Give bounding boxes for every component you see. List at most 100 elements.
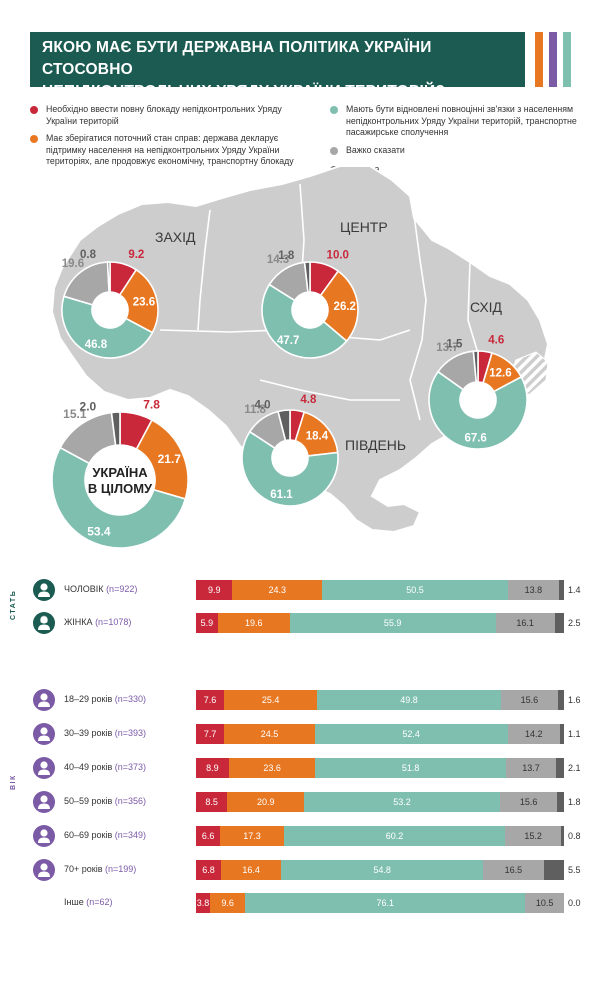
bar-segment-hard_to_say: 10.5 [525,893,564,913]
map-region-border [409,199,427,421]
donut-value-tsentr-hard_to_say: 14.3 [267,254,289,266]
bar-segment-refuse [559,724,564,744]
legend-dot-status-quo [30,135,38,143]
row-label: Інше (n=62) [64,897,112,907]
donut-value-tsentr-restore: 47.7 [277,335,299,347]
stacked-bar: 3.8 9.6 76.1 10.5 [196,893,564,913]
donut-value-zakhid-refuse: 0.8 [80,249,97,261]
row-label-text: 30–39 років [64,728,115,738]
row-sample-size: (n=356) [114,796,147,806]
donut-value-zakhid-status_quo: 23.6 [133,296,155,308]
bar-segment-restore: 76.1 [245,893,526,913]
donut-value-ukraine-blockade: 7.8 [143,397,160,411]
row-label: ЧОЛОВІК (n=922) [64,584,137,594]
bar-segment-status_quo: 19.6 [217,613,290,633]
refuse-value: 1.6 [568,695,581,705]
row-label: 50–59 років (n=356) [64,796,146,806]
map-region-border [259,379,400,401]
donut-hole-tsentr [292,292,328,328]
donut-value-skhid-status_quo: 12.6 [489,368,511,380]
bar-segment-blockade: 8.9 [196,758,229,778]
bar-segment-hard_to_say: 13.7 [505,758,557,778]
refuse-value: 2.1 [568,763,581,773]
bar-segment-restore: 49.8 [317,690,501,710]
donut-value-tsentr-blockade: 10.0 [327,250,349,262]
refuse-value: 2.5 [568,618,581,628]
refuse-value: 1.4 [568,585,581,595]
ukraine-map-chart: 9.223.646.819.60.8ЗАХІД10.026.247.714.31… [50,165,550,549]
person-elder-icon [33,859,55,881]
bar-segment-refuse [558,690,564,710]
legend-item-blockade: Необхідно ввести повну блокаду непідконт… [30,104,295,127]
row-sample-size: (n=62) [86,897,113,907]
region-label-pivden: ПІВДЕНЬ [345,437,406,453]
legend-item-status-quo: Має зберігатися поточний стан справ: дер… [30,133,295,168]
legend-dot-blockade [30,106,38,114]
refuse-value: 0.8 [568,831,581,841]
legend-text-blockade: Необхідно ввести повну блокаду непідконт… [46,104,282,126]
bar-segment-blockade: 6.8 [196,860,222,880]
refuse-value: 1.1 [568,729,581,739]
donut-value-tsentr-status_quo: 26.2 [334,301,356,313]
bar-segment-blockade: 7.7 [196,724,225,744]
bar-segment-refuse [556,758,564,778]
donut-hole-zakhid [92,292,128,328]
legend-item-hard-to-say: Важко сказати [330,145,580,157]
bar-segment-hard_to_say: 16.5 [483,860,544,880]
title-line-1: ЯКОЮ МАЄ БУТИ ДЕРЖАВНА ПОЛІТИКА УКРАЇНИ … [42,39,432,78]
legend-text-status-quo: Має зберігатися поточний стан справ: дер… [46,133,294,166]
donut-value-zakhid-restore: 46.8 [85,339,108,351]
bar-segment-restore: 52.4 [314,724,508,744]
row-label: 70+ років (n=199) [64,864,136,874]
row-label-text: ЧОЛОВІК [64,584,107,594]
donut-tsentr: 10.0 26.2 47.7 14.31.8 ЦЕНТР [261,219,388,359]
stacked-bar: 8.5 20.9 53.2 15.6 [196,792,564,812]
legend-text-hard-to-say: Важко сказати [346,145,405,155]
person-elder-icon [33,825,55,847]
donut-center-line-2: В ЦІЛОМУ [88,481,153,496]
bar-segment-blockade: 6.6 [196,826,221,846]
side-label-gender: СТАТЬ [10,589,17,620]
legend-dot-hard-to-say [330,147,338,155]
person-icon [33,791,55,813]
donut-value-skhid-restore: 67.6 [464,432,486,444]
row-sample-size: (n=1078) [95,617,132,627]
row-label-text: 40–49 років [64,762,115,772]
donut-hole-pivden [272,440,308,476]
donut-pivden: 4.8 18.4 61.1 11.84.0 ПІВДЕНЬ [241,394,406,507]
donut-skhid: 4.6 12.6 67.6 13.71.5 СХІД [428,299,528,450]
stacked-bar: 5.9 19.6 55.9 16.1 [196,613,564,633]
row-label: 30–39 років (n=393) [64,728,146,738]
bar-segment-blockade: 5.9 [196,613,218,633]
bar-segment-blockade: 8.5 [196,792,228,812]
decor-stripe-teal [563,32,571,87]
donut-value-ukraine-hard_to_say: 15.1 [63,407,87,421]
bar-segment-refuse [543,860,564,880]
bar-segment-blockade: 7.6 [196,690,224,710]
row-label-text: 18–29 років [64,694,115,704]
bar-segment-status_quo: 17.3 [220,826,284,846]
bar-segment-status_quo: 23.6 [228,758,316,778]
donut-value-skhid-blockade: 4.6 [488,335,504,347]
donut-value-zakhid-blockade: 9.2 [128,249,144,261]
donut-value-skhid-hard_to_say: 13.7 [436,342,458,354]
row-label: 40–49 років (n=373) [64,762,146,772]
legend-item-restore: Мають бути відновлені повноцінні зв'язки… [330,104,580,139]
row-label: ЖІНКА (n=1078) [64,617,131,627]
donut-value-pivden-restore: 61.1 [270,489,293,501]
map-region-border [467,261,481,361]
bar-segment-status_quo: 25.4 [223,690,318,710]
title-line-2: НЕПІДКОНТРОЛЬНИХ УРЯДУ УКРАЇНИ ТЕРИТОРІЙ… [42,83,445,100]
row-sample-size: (n=330) [114,694,147,704]
person-icon [33,757,55,779]
donut-value-tsentr-refuse: 1.8 [278,250,295,262]
stacked-bar: 6.8 16.4 54.8 16.5 [196,860,564,880]
region-label-zakhid: ЗАХІД [155,229,196,245]
donut-value-ukraine-refuse: 2.0 [80,400,97,414]
row-sample-size: (n=199) [105,864,137,874]
bar-segment-refuse [558,580,564,600]
legend-text-restore: Мають бути відновлені повноцінні зв'язки… [346,104,577,137]
refuse-value: 0.0 [568,898,581,908]
map-region-border [197,209,211,331]
